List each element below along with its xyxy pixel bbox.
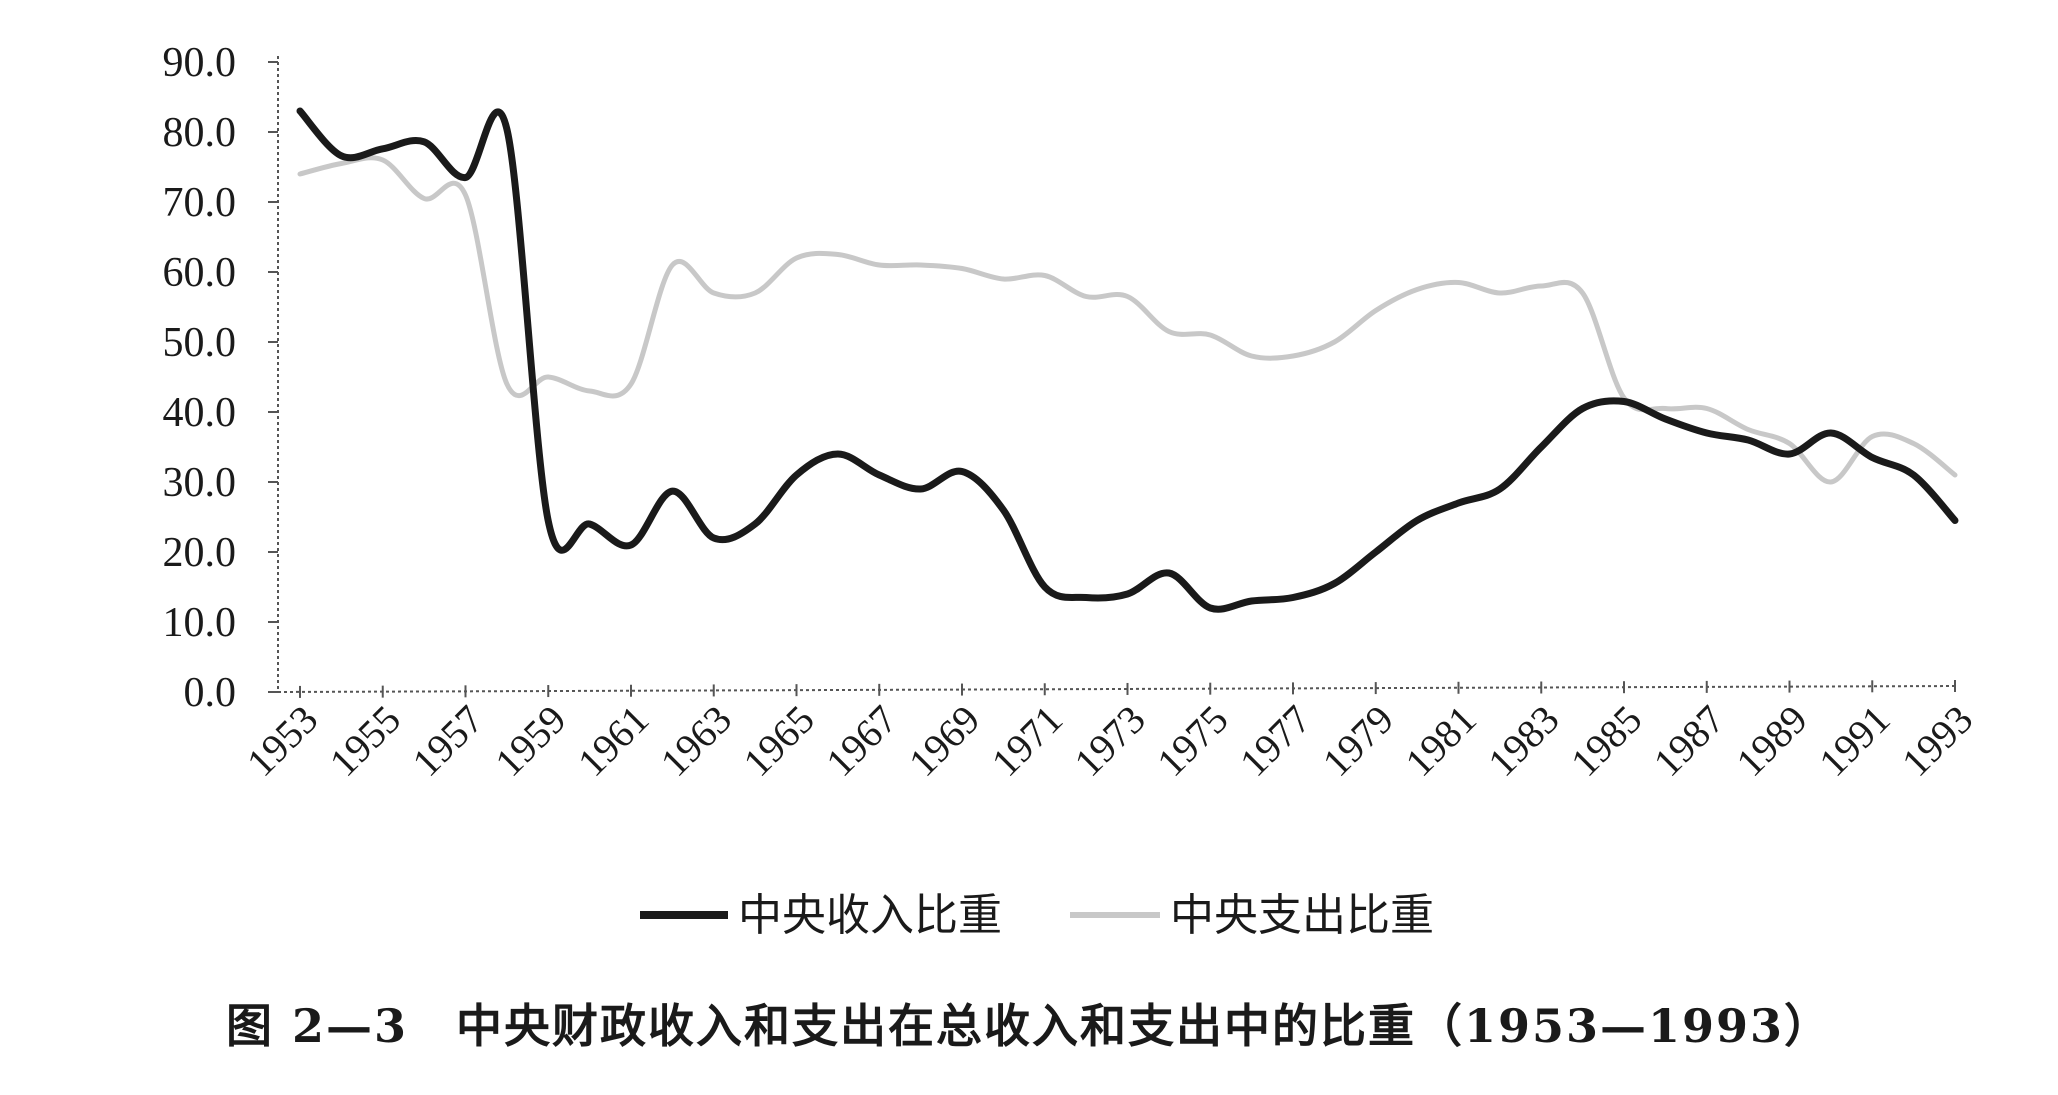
legend: 中央收入比重 中央支出比重 <box>640 890 1434 941</box>
x-tick-label: 1979 <box>1314 697 1402 785</box>
legend-label-revenue: 中央收入比重 <box>738 890 1002 941</box>
x-axis: 1953195519571959196119631965196719691971… <box>238 680 1981 785</box>
y-tick-label: 30.0 <box>163 460 237 506</box>
x-tick-label: 1953 <box>238 697 326 785</box>
x-tick-label: 1973 <box>1065 697 1153 785</box>
series-layer <box>296 107 1959 613</box>
y-tick-label: 60.0 <box>163 250 237 296</box>
series-line-revenue <box>296 107 1959 613</box>
y-tick-label: 80.0 <box>163 110 237 156</box>
y-tick-label: 90.0 <box>163 40 237 86</box>
x-tick-label: 1955 <box>321 697 409 785</box>
y-tick-label: 50.0 <box>163 320 237 366</box>
x-tick-label: 1963 <box>652 697 740 785</box>
x-tick-label: 1969 <box>900 697 988 785</box>
y-tick-label: 70.0 <box>163 180 237 226</box>
x-tick-label: 1957 <box>403 697 491 785</box>
x-tick-label: 1991 <box>1810 697 1898 785</box>
x-tick-label: 1967 <box>817 697 905 785</box>
x-tick-label: 1989 <box>1727 697 1815 785</box>
x-tick-label: 1977 <box>1231 697 1319 785</box>
x-tick-label: 1983 <box>1479 697 1567 785</box>
figure-caption: 图 2—3 中央财政收入和支出在总收入和支出中的比重（1953—1993） <box>225 999 1833 1053</box>
series-line-expenditure <box>297 155 1958 485</box>
x-tick-label: 1959 <box>486 697 574 785</box>
y-tick-label: 40.0 <box>163 390 237 436</box>
x-tick-label: 1961 <box>569 697 657 785</box>
x-tick-label: 1987 <box>1645 697 1733 785</box>
x-tick-label: 1981 <box>1396 697 1484 785</box>
y-tick-label: 0.0 <box>184 670 237 716</box>
x-tick-label: 1985 <box>1562 697 1650 785</box>
y-tick-label: 10.0 <box>163 600 237 646</box>
legend-label-expenditure: 中央支出比重 <box>1170 890 1434 941</box>
y-tick-label: 20.0 <box>163 530 237 576</box>
x-tick-label: 1975 <box>1148 697 1236 785</box>
x-tick-label: 1965 <box>734 697 822 785</box>
x-tick-label: 1971 <box>983 697 1071 785</box>
y-axis: 0.0 10.0 20.0 30.0 40.0 50.0 60.0 70.0 80.0 90.0 <box>163 40 279 716</box>
x-tick-label: 1993 <box>1893 697 1981 785</box>
chart: 0.010.020.030.040.050.060.070.080.090.0 … <box>163 40 1982 941</box>
x-axis-line <box>277 685 1959 693</box>
